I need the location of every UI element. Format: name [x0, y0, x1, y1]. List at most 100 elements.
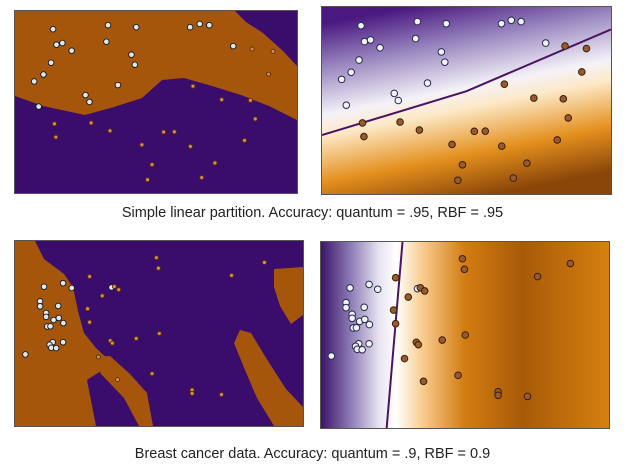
data-point-light: [411, 34, 420, 43]
decision-boundary-line: [385, 242, 404, 428]
data-point-light: [53, 41, 60, 48]
data-point-light: [348, 314, 356, 323]
data-point-light: [103, 38, 110, 46]
data-point-dark: [530, 94, 538, 102]
data-point-light: [517, 17, 525, 26]
data-point-dark: [420, 287, 429, 295]
data-point-dark: [559, 95, 568, 103]
data-point-dark: [523, 159, 531, 167]
plot-quantum-linear-canvas: [15, 11, 297, 193]
data-point-dark: [404, 293, 413, 301]
data-point-dark: [219, 97, 225, 103]
data-point-dark: [458, 254, 467, 263]
region-purple: [15, 78, 297, 193]
data-point-light: [47, 59, 55, 66]
data-point-dark: [88, 120, 94, 126]
data-point-dark: [360, 132, 368, 141]
data-point-light: [441, 58, 449, 66]
data-point-light: [342, 101, 351, 109]
data-point-dark: [109, 340, 115, 346]
region-orange: [15, 241, 303, 426]
data-point-light: [373, 285, 382, 294]
data-point-light: [206, 21, 213, 29]
data-point-light: [86, 98, 93, 106]
data-point-dark: [87, 319, 93, 325]
data-point-dark: [448, 140, 456, 149]
data-point-light: [357, 21, 365, 30]
data-point-dark: [149, 162, 155, 168]
data-point-dark: [153, 255, 159, 261]
data-point-light: [52, 344, 60, 352]
decision-boundary-line: [322, 28, 611, 137]
data-point-light: [82, 91, 89, 99]
data-point-light: [128, 51, 135, 58]
data-point-dark: [248, 97, 253, 103]
data-point-light: [55, 314, 63, 322]
plot-rbf-linear: [321, 6, 612, 195]
data-point-dark: [99, 293, 105, 299]
data-point-dark: [415, 126, 424, 134]
data-point-light: [352, 323, 361, 332]
data-point-light: [114, 81, 122, 89]
data-point-dark: [229, 272, 235, 278]
decision-gradient: [322, 7, 611, 194]
data-point-light: [355, 56, 363, 64]
data-point-dark: [470, 127, 479, 136]
data-point-dark: [523, 392, 532, 401]
data-point-dark: [139, 142, 145, 148]
data-point-dark: [133, 336, 139, 341]
data-point-dark: [500, 80, 509, 89]
data-point-light: [347, 68, 355, 77]
data-point-dark: [252, 116, 258, 122]
data-point-light: [186, 23, 194, 31]
data-point-light: [196, 20, 203, 28]
data-point-dark: [564, 114, 573, 122]
data-point-light: [360, 303, 369, 312]
data-point-dark: [358, 119, 367, 127]
data-point-dark: [161, 129, 167, 135]
data-point-dark: [187, 143, 193, 149]
data-point-light: [22, 351, 29, 358]
data-point-dark: [414, 340, 423, 349]
plot-rbf-breast-cancer-canvas: [321, 242, 609, 428]
data-point-light: [47, 323, 54, 330]
data-point-dark: [454, 176, 462, 185]
data-point-light: [49, 25, 57, 33]
data-point-light: [437, 48, 446, 56]
plot-rbf-breast-cancer: [320, 241, 610, 429]
data-point-dark: [199, 175, 205, 180]
data-point-light: [54, 302, 62, 310]
data-point-light: [59, 338, 67, 346]
data-point-dark: [461, 331, 470, 339]
data-point-dark: [481, 127, 490, 135]
data-point-light: [230, 42, 237, 50]
data-point-dark: [270, 48, 276, 54]
data-point-light: [327, 352, 336, 360]
data-point-dark: [396, 118, 404, 126]
data-point-light: [337, 75, 346, 84]
plot-quantum-linear: [14, 10, 298, 194]
data-point-light: [30, 78, 38, 85]
data-point-dark: [400, 354, 409, 363]
data-point-dark: [212, 160, 218, 166]
data-point-dark: [107, 128, 113, 134]
data-point-dark: [85, 306, 91, 312]
data-point-dark: [509, 174, 518, 182]
data-point-light: [42, 313, 50, 321]
data-point-dark: [458, 161, 467, 169]
data-point-dark: [566, 259, 575, 268]
data-point-light: [541, 39, 550, 47]
data-point-dark: [533, 272, 542, 281]
caption-linear: Simple linear partition. Accuracy: quant…: [121, 205, 504, 221]
plot-rbf-linear-canvas: [322, 7, 611, 194]
data-point-light: [358, 345, 366, 354]
data-point-light: [394, 96, 403, 105]
data-point-light: [507, 16, 516, 25]
data-point-light: [40, 283, 48, 290]
data-point-dark: [553, 136, 562, 144]
caption-breast-cancer: Breast cancer data. Accuracy: quantum = …: [134, 446, 491, 462]
data-point-light: [131, 61, 139, 68]
data-point-light: [497, 19, 506, 28]
data-point-dark: [497, 142, 506, 150]
data-point-dark: [111, 284, 117, 289]
